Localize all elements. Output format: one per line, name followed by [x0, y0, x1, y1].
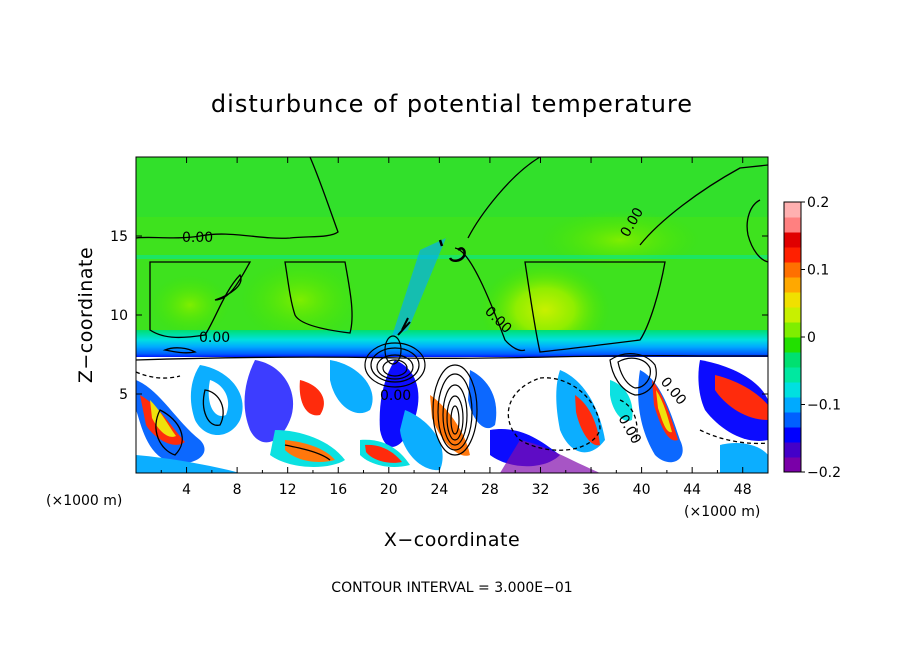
colorbar-swatch — [784, 352, 801, 368]
colorbar-swatch — [784, 457, 801, 473]
colorbar-swatch — [784, 202, 801, 218]
field-plume — [392, 238, 446, 336]
field-top-band — [136, 157, 768, 217]
chart-title: disturbunce of potential temperature — [211, 90, 693, 118]
colorbar-swatch — [784, 337, 801, 353]
field-light-patch-1 — [240, 260, 360, 340]
contour-label: 0.00 — [199, 330, 230, 346]
x-axis-unit-left: (×1000 m) — [46, 493, 122, 509]
x-tick-label: 24 — [430, 482, 448, 498]
contour-label: 0.00 — [182, 230, 213, 246]
x-tick-label: 28 — [481, 482, 499, 498]
field-stable-band — [136, 330, 768, 358]
colorbar-swatch — [784, 292, 801, 308]
colorbar-swatch — [784, 277, 801, 293]
colorbar-swatch — [784, 307, 801, 323]
x-tick-label: 44 — [683, 482, 701, 498]
field-light-patch-2 — [540, 210, 700, 270]
colorbar-swatch — [784, 262, 801, 278]
x-axis: 4 8 12 16 20 24 28 32 36 40 44 48 — [160, 157, 752, 498]
contour-zero-right-edge — [746, 199, 768, 263]
y-tick-label: 15 — [110, 229, 128, 245]
contour-lines — [136, 157, 768, 461]
x-tick-label: 20 — [380, 482, 398, 498]
colorbar-swatch — [784, 442, 801, 458]
field-lower-eddies — [136, 360, 768, 473]
y-axis: 5 10 15 — [110, 229, 768, 403]
contour-lower-1 — [155, 409, 183, 456]
x-axis-label: X−coordinate — [384, 529, 520, 551]
x-tick-label: 12 — [279, 482, 297, 498]
contour-zero-upper-left — [136, 157, 339, 239]
contour-label: 0.00 — [380, 388, 411, 404]
colorbar-tick-label: 0 — [807, 330, 816, 346]
y-tick-label: 5 — [119, 387, 128, 403]
colorbar-tick-label: 0.1 — [807, 263, 829, 279]
contour-zero-mid-box — [284, 261, 353, 334]
field-light-patch-3 — [150, 275, 230, 335]
colorbar-tick-label: −0.1 — [807, 398, 841, 414]
colorbar-swatch — [784, 367, 801, 383]
contour-lower-3 — [507, 377, 601, 451]
colorbar-swatch — [784, 382, 801, 398]
field-horizontal-streak — [136, 255, 768, 259]
colorbar-swatch — [784, 427, 801, 443]
contour-lower-5 — [284, 444, 331, 461]
colorbar-swatch — [784, 397, 801, 413]
x-tick-label: 36 — [582, 482, 600, 498]
colorbar-swatch — [784, 232, 801, 248]
contour-surface — [136, 354, 768, 361]
contour-zero-right-box — [524, 261, 666, 353]
x-tick-label: 32 — [532, 482, 550, 498]
contour-lower-2 — [202, 389, 224, 426]
convective-core-contours — [364, 239, 657, 456]
contour-zero-left-box — [149, 261, 252, 339]
colorbar-swatch — [784, 217, 801, 233]
colorbar-swatch — [784, 412, 801, 428]
x-axis-unit-right: (×1000 m) — [684, 504, 760, 520]
y-tick-label: 10 — [110, 308, 128, 324]
x-tick-label: 48 — [734, 482, 752, 498]
contour-zero-arch — [454, 157, 768, 352]
x-tick-label: 4 — [182, 482, 191, 498]
x-tick-label: 16 — [329, 482, 347, 498]
y-axis-label: Z−coordinate — [75, 247, 97, 383]
colorbar-tick-label: 0.2 — [807, 195, 829, 211]
potential-temperature-field — [136, 157, 768, 473]
colorbar-tick-label: −0.2 — [807, 465, 841, 481]
contour-interval-note: CONTOUR INTERVAL = 3.000E−01 — [331, 580, 572, 596]
colorbar-swatch — [784, 322, 801, 338]
colorbar-swatch — [784, 247, 801, 263]
contour-lower-6 — [699, 429, 768, 445]
x-tick-label: 8 — [233, 482, 242, 498]
contour-lower-4 — [619, 399, 638, 441]
x-tick-label: 40 — [633, 482, 651, 498]
contour-zero-left-strip — [162, 347, 197, 354]
contour-lower-7 — [136, 371, 181, 379]
colorbar: 0.2 0.1 0 −0.1 −0.2 — [783, 195, 841, 481]
